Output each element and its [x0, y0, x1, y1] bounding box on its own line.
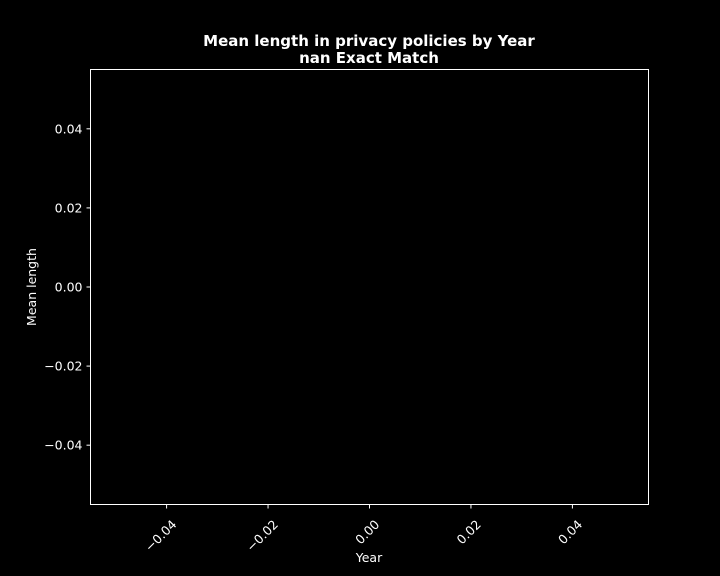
x-axis-ticks: −0.04 −0.02 0.00 0.02 0.04	[142, 504, 585, 555]
x-axis-label: Year	[355, 550, 383, 565]
y-tick-label: 0.02	[55, 200, 83, 215]
chart-subtitle: nan Exact Match	[299, 49, 439, 67]
x-tick-label: 0.02	[454, 517, 484, 547]
y-tick-label: 0.00	[55, 280, 83, 295]
y-tick-label: −0.02	[44, 359, 82, 374]
chart-title: Mean length in privacy policies by Year	[203, 32, 535, 50]
plot-area-frame	[90, 69, 649, 505]
y-axis-ticks: 0.04 0.02 0.00 −0.02 −0.04	[44, 121, 91, 453]
x-tick-label: −0.04	[142, 517, 180, 555]
y-tick-label: −0.04	[44, 438, 82, 453]
y-tick-label: 0.04	[55, 121, 83, 136]
x-tick-label: 0.04	[555, 517, 585, 547]
y-axis-label: Mean length	[24, 248, 39, 326]
x-tick-label: 0.00	[352, 517, 382, 547]
x-tick-label: −0.02	[243, 517, 281, 555]
